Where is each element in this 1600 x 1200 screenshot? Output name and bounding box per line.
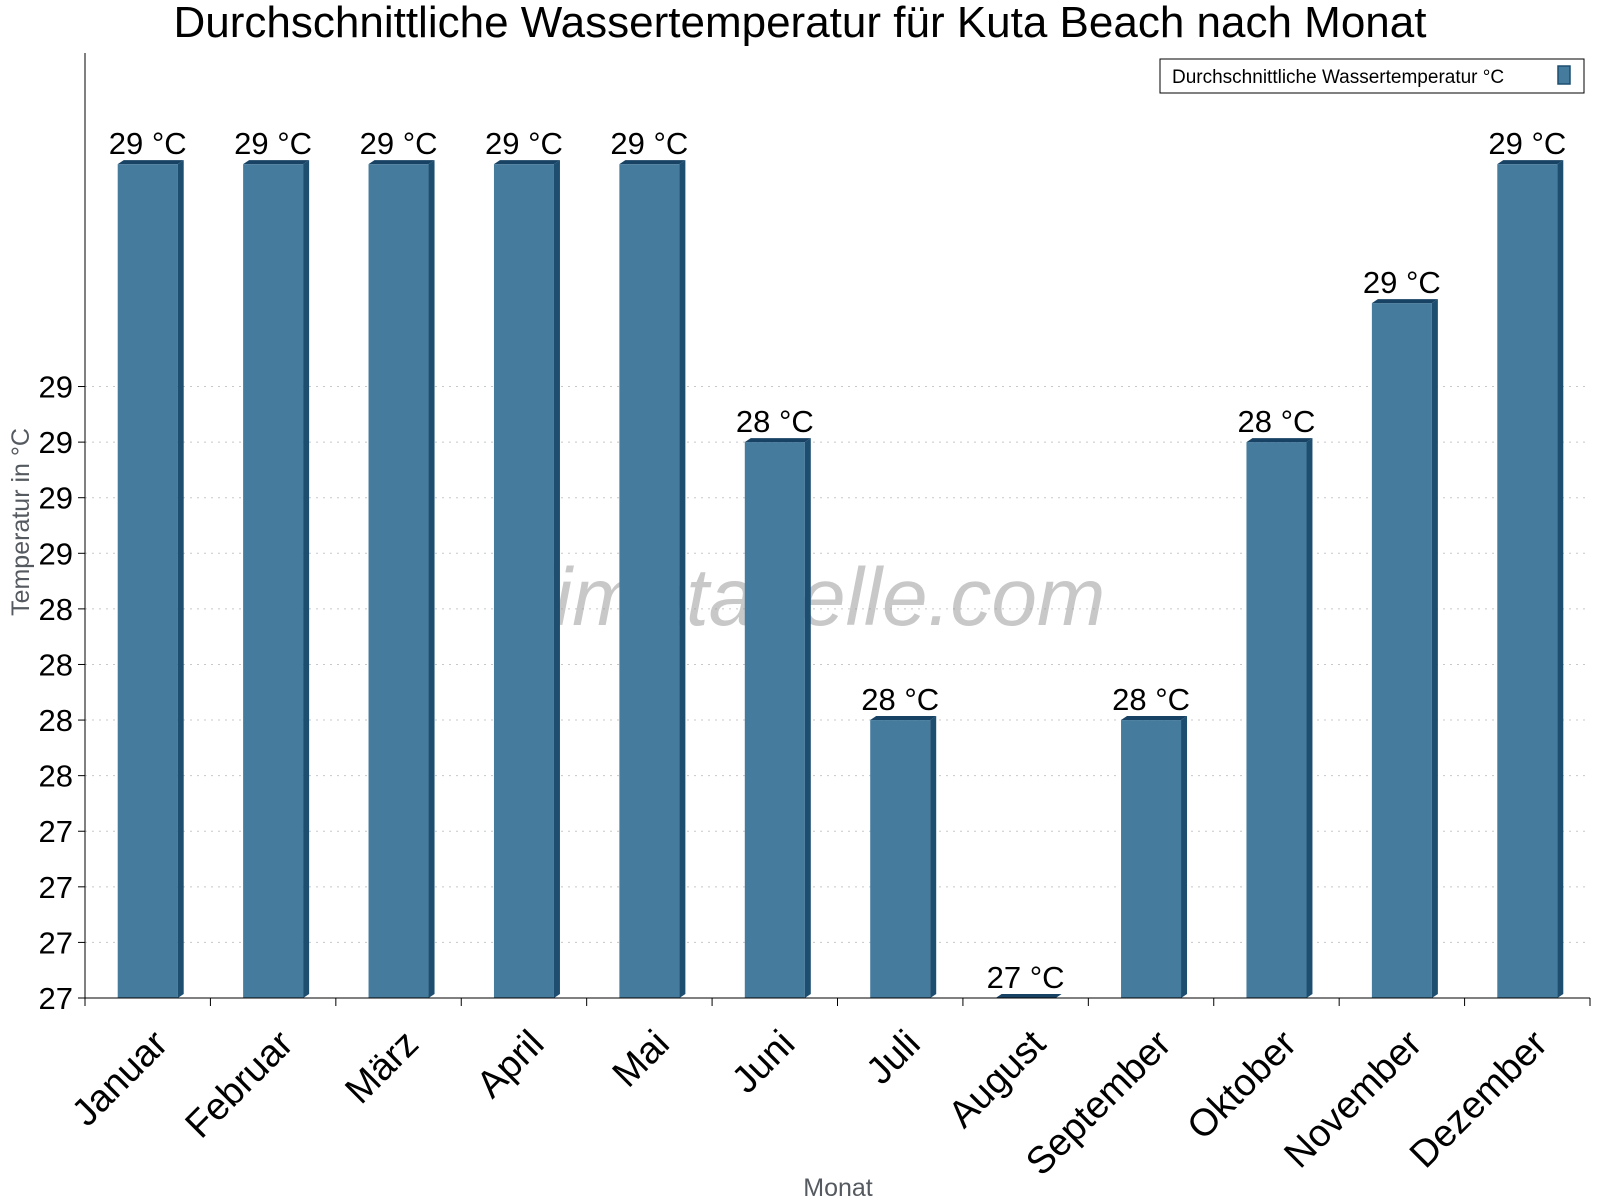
bar-side (553, 160, 560, 999)
legend-swatch (1557, 65, 1571, 85)
gridlines (85, 386, 1590, 943)
x-tick-label: April (469, 1023, 552, 1106)
bar-front (1246, 442, 1307, 998)
y-tick-label: 29 (39, 536, 73, 571)
bar-front (368, 164, 429, 999)
data-label: 28 °C (1112, 682, 1190, 717)
legend: Durchschnittliche Wassertemperatur °C (1159, 58, 1585, 94)
bar-top (368, 160, 435, 165)
bar-side (303, 160, 310, 999)
bar-side (1431, 299, 1438, 998)
bar-top (619, 160, 686, 165)
bar-top (870, 716, 937, 721)
data-label: 29 °C (360, 126, 438, 161)
bar-front (619, 164, 680, 999)
y-tick-label: 29 (39, 370, 73, 405)
bar-9 (1121, 716, 1188, 998)
data-label: 29 °C (610, 126, 688, 161)
bar-side (177, 160, 184, 999)
bar-side (930, 716, 937, 998)
data-label: 28 °C (736, 404, 814, 439)
data-label: 29 °C (109, 126, 187, 161)
y-axis-label: Temperatur in °C (7, 428, 35, 616)
bar-front (243, 164, 304, 999)
y-tick-label: 28 (39, 592, 73, 627)
data-label: 29 °C (234, 126, 312, 161)
legend-label: Durchschnittliche Wassertemperatur °C (1172, 67, 1504, 88)
bar-5 (619, 160, 686, 999)
data-label: 29 °C (485, 126, 563, 161)
x-tick-label: Mai (605, 1023, 678, 1096)
bar-side (679, 160, 686, 999)
bar-6 (744, 438, 811, 998)
y-tick-label: 29 (39, 425, 73, 460)
bar-4 (493, 160, 560, 999)
data-label: 28 °C (861, 682, 939, 717)
bar-top (117, 160, 184, 165)
x-tick-label: Dezember (1402, 1022, 1556, 1176)
x-tick-label: Januar (64, 1022, 176, 1134)
bar-side (1557, 160, 1564, 999)
y-tick-label: 29 (39, 481, 73, 516)
bar-top (1371, 299, 1438, 304)
bar-front (1121, 720, 1182, 998)
legend-box (1159, 58, 1585, 94)
bar-2 (243, 160, 310, 999)
y-tick-label: 28 (39, 647, 73, 682)
x-tick-label: Juni (724, 1023, 803, 1102)
y-tick-label: 27 (39, 925, 73, 960)
bar-top (995, 994, 1062, 998)
bar-top (1497, 160, 1564, 165)
data-label: 29 °C (1488, 126, 1566, 161)
bar-8 (995, 994, 1062, 998)
x-tick-label: März (337, 1023, 426, 1112)
bar-side (804, 438, 811, 998)
bar-front (493, 164, 554, 999)
data-label: 28 °C (1238, 404, 1316, 439)
y-tick-label: 28 (39, 703, 73, 738)
y-tick-label: 27 (39, 870, 73, 905)
bar-side (428, 160, 435, 999)
data-label: 29 °C (1363, 265, 1441, 300)
x-tick-label: Oktober (1180, 1022, 1306, 1148)
bar-top (1246, 438, 1313, 443)
y-tick-label: 27 (39, 981, 73, 1016)
x-axis-label: Monat (803, 1174, 873, 1200)
y-tick-label: 27 (39, 814, 73, 849)
y-tick-label: 28 (39, 759, 73, 794)
bar-top (493, 160, 560, 165)
bar-top (744, 438, 811, 443)
bar-12 (1497, 160, 1564, 999)
bar-top (1121, 716, 1188, 721)
bar-side (1306, 438, 1313, 998)
bar-front (744, 442, 805, 998)
x-tick-label: Februar (178, 1022, 302, 1146)
bar-10 (1246, 438, 1313, 998)
bar-front (117, 164, 178, 999)
bar-7 (870, 716, 937, 998)
data-label: 27 °C (987, 960, 1065, 995)
bar-front (1497, 164, 1558, 999)
bar-11 (1371, 299, 1438, 998)
bar-front (870, 720, 931, 998)
bar-3 (368, 160, 435, 999)
x-tick-label: August (941, 1022, 1055, 1136)
chart-title: Durchschnittliche Wassertemperatur für K… (174, 0, 1427, 47)
bar-top (243, 160, 310, 165)
bar-side (1181, 716, 1188, 998)
x-tick-label: Juli (859, 1023, 929, 1093)
bar-front (1371, 303, 1432, 998)
bars: 29 °C 29 °C 29 °C 29 °C 29 °C 28 °C 28 °C 27 °C… (109, 126, 1566, 999)
bar-1 (117, 160, 184, 999)
